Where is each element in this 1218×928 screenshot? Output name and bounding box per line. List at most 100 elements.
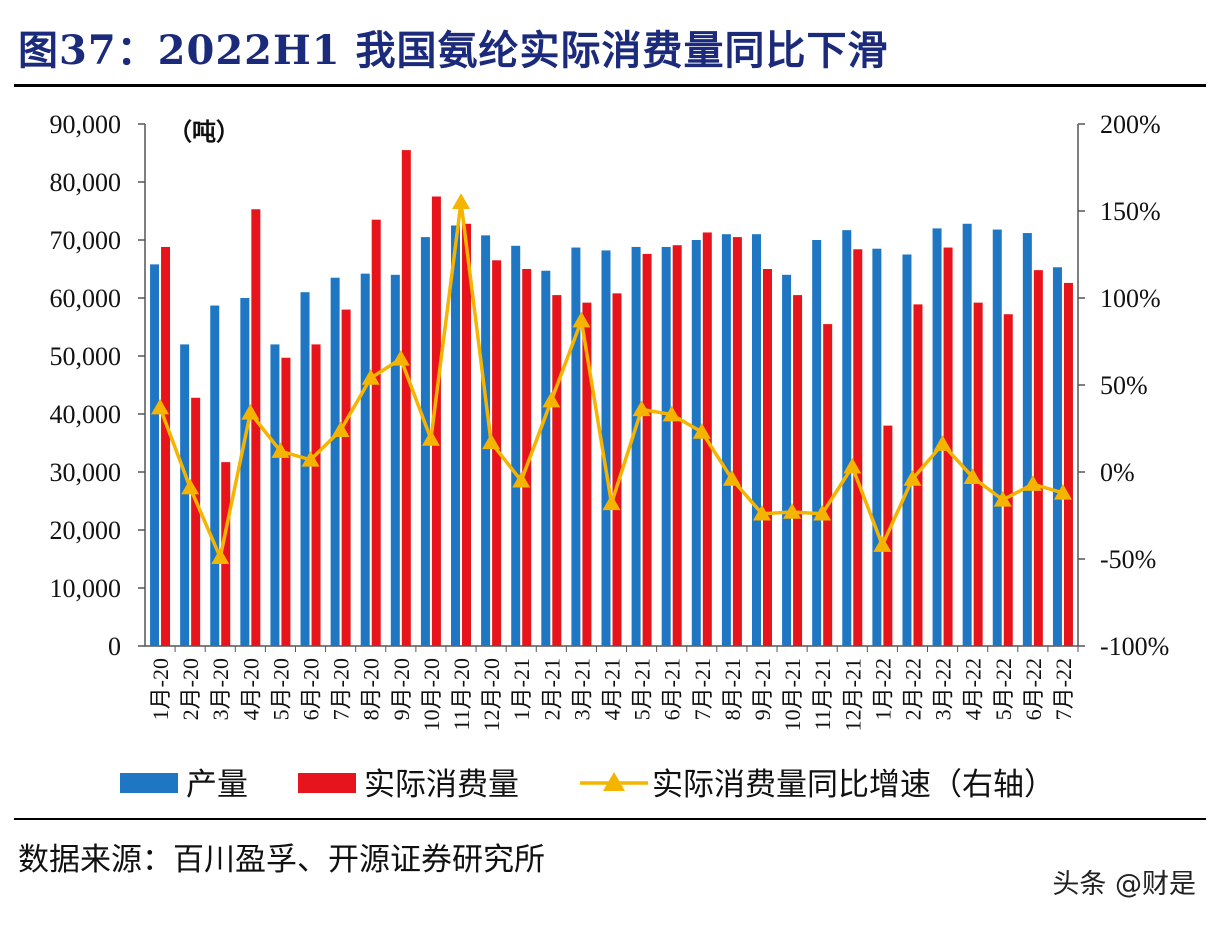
yoy-point (692, 422, 711, 439)
yoy-point (211, 548, 230, 565)
yoy-point (421, 429, 440, 446)
yoy-point (452, 193, 471, 210)
x-tick-label: 2月-22 (900, 658, 925, 720)
source-note: 数据来源：百川盈孚、开源证券研究所 (18, 842, 545, 878)
production-bar (150, 264, 160, 646)
yoy-point (933, 435, 952, 451)
x-tick-label: 12月-20 (479, 658, 504, 731)
consumption-bar (341, 309, 351, 646)
production-bar (902, 254, 912, 646)
yoy-point (963, 468, 982, 484)
consumption-bar (492, 260, 502, 646)
x-tick-label: 2月-20 (178, 658, 203, 720)
production-bar (481, 235, 491, 647)
production-bar (872, 248, 882, 646)
consumption-bar (612, 293, 622, 646)
consumption-bar (371, 219, 381, 646)
production-bar (962, 223, 972, 646)
consumption-bar (552, 295, 562, 646)
x-tick-label: 5月-22 (991, 658, 1016, 720)
yoy-point (873, 536, 892, 552)
production-bar (842, 230, 852, 646)
consumption-bar (311, 344, 321, 646)
x-tick-label: 5月-20 (268, 658, 293, 720)
x-tick-label: 3月-20 (208, 658, 233, 720)
left-tick-label: 60,000 (50, 284, 122, 313)
consumption-bar (1003, 314, 1013, 646)
production-bar (240, 298, 250, 646)
legend-swatch-consumption (298, 773, 356, 793)
yoy-point (331, 421, 350, 437)
legend-label-yoy: 实际消费量同比增速（右轴） (652, 767, 1055, 802)
consumption-bar (582, 302, 592, 646)
watermark: 头条 @财是 (1052, 869, 1196, 900)
right-tick-label: 100% (1100, 284, 1161, 313)
x-tick-label: 1月-22 (870, 658, 895, 720)
x-tick-label: 8月-20 (359, 658, 384, 720)
x-tick-label: 5月-21 (630, 658, 655, 720)
yoy-point (752, 504, 771, 521)
production-bar (210, 305, 220, 646)
x-tick-label: 4月-22 (961, 658, 986, 720)
source-divider (14, 818, 1206, 820)
right-tick-label: 200% (1100, 110, 1161, 139)
x-tick-label: 1月-21 (509, 658, 534, 720)
left-tick-label: 90,000 (50, 110, 122, 139)
yoy-point (572, 311, 591, 328)
right-tick-label: 0% (1100, 458, 1135, 487)
x-tick-label: 3月-22 (931, 658, 956, 720)
consumption-bar (281, 357, 291, 646)
consumption-bar (462, 223, 472, 646)
x-tick-label: 9月-21 (750, 658, 775, 720)
yoy-point (1053, 483, 1072, 500)
yoy-point (151, 398, 170, 415)
production-bar (751, 234, 761, 646)
left-tick-label: 40,000 (50, 400, 122, 429)
consumption-bar (522, 269, 532, 646)
x-tick-label: 7月-21 (690, 658, 715, 720)
left-tick-label: 0 (108, 632, 121, 661)
yoy-point (181, 478, 200, 495)
left-tick-label: 80,000 (50, 168, 122, 197)
yoy-point (722, 469, 741, 486)
right-tick-label: 50% (1100, 371, 1148, 400)
y-unit-label: （吨） (168, 119, 240, 146)
production-bar (631, 246, 641, 646)
consumption-bar (973, 302, 983, 646)
production-bar (511, 245, 521, 647)
x-tick-label: 7月-22 (1051, 658, 1076, 720)
x-tick-label: 3月-21 (569, 658, 594, 720)
production-bar (992, 229, 1002, 646)
yoy-point (993, 490, 1012, 507)
left-tick-label: 70,000 (50, 226, 122, 255)
legend-swatch-production (120, 773, 178, 793)
x-tick-label: 6月-22 (1021, 658, 1046, 720)
figure-title: 图37：2022H1 我国氨纶实际消费量同比下滑 (18, 27, 889, 74)
legend-label-production: 产量 (186, 767, 248, 802)
yoy-point (512, 471, 531, 488)
x-tick-label: 8月-21 (720, 658, 745, 720)
production-bar (932, 228, 942, 646)
left-tick-label: 10,000 (50, 574, 122, 603)
x-tick-label: 7月-20 (329, 658, 354, 720)
x-tick-label: 10月-21 (780, 658, 805, 731)
yoy-point (391, 349, 410, 366)
consumption-bar (431, 196, 441, 646)
yoy-point (301, 450, 320, 467)
production-bar (270, 344, 280, 646)
yoy-point (271, 442, 290, 458)
yoy-point (662, 405, 681, 422)
production-bar (661, 246, 671, 646)
production-bar (1052, 267, 1062, 646)
yoy-point (361, 369, 380, 385)
consumption-bar (762, 269, 772, 646)
yoy-point (632, 400, 651, 417)
yoy-point (482, 433, 501, 450)
x-tick-label: 6月-20 (299, 658, 324, 720)
consumption-bar (401, 150, 411, 646)
right-tick-label: -100% (1100, 632, 1169, 661)
consumption-bar (732, 237, 742, 646)
yoy-point (843, 457, 862, 474)
production-bar (300, 292, 310, 646)
